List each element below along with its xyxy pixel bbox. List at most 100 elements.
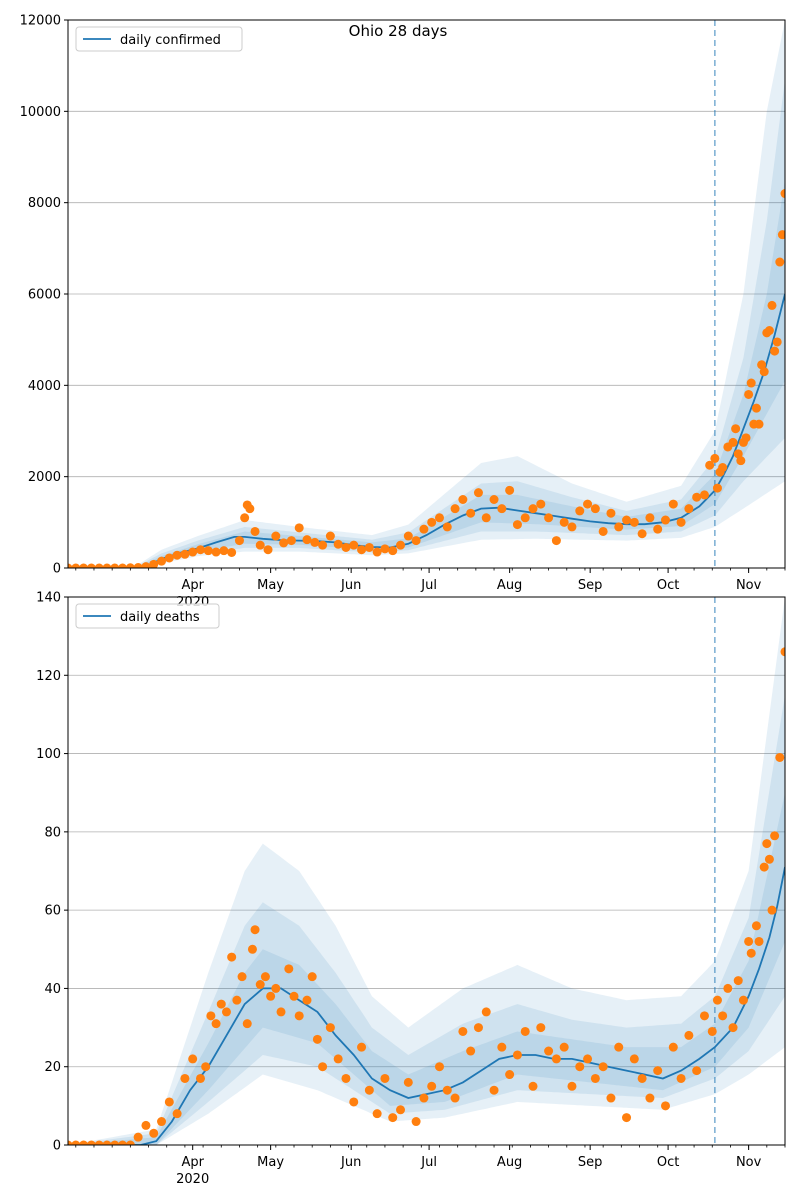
observed-point [149,1128,159,1138]
observed-point [237,972,247,982]
observed-point [157,1117,167,1127]
observed-point [110,1140,120,1145]
observed-point [731,424,741,434]
observed-point [520,1026,530,1036]
observed-point [221,1007,231,1017]
observed-point [195,545,205,555]
x-tick-label: Apr [181,1155,204,1170]
x-tick-sublabel: 2020 [176,1172,209,1187]
observed-point [434,1062,444,1072]
observed-point [279,538,289,548]
x-tick-label: Nov [736,578,762,593]
observed-point [746,948,756,958]
observed-point [505,485,515,495]
observed-point [497,1042,507,1052]
observed-point [718,463,728,473]
legend-box [75,603,220,629]
observed-point [733,976,743,986]
observed-point [770,346,780,356]
uncertainty-band-3 [68,792,785,1145]
legend-label: daily deaths [120,610,200,625]
observed-point [728,1023,738,1033]
y-tick-label: 40 [44,982,61,997]
observed-point [255,980,265,990]
x-tick-label: Jun [340,578,361,593]
observed-point [497,504,507,514]
x-tick-label: Jun [340,1155,361,1170]
observed-point [86,563,96,568]
observed-point [699,1011,709,1021]
observed-point [707,1026,717,1036]
x-tick-label: Sep [578,1155,603,1170]
observed-point [302,535,312,545]
observed-point [450,1093,460,1103]
observed-point [211,1019,221,1029]
x-tick-label: Oct [657,578,679,593]
observed-point [598,526,608,536]
observed-point [211,547,221,557]
legend-box [75,26,243,52]
y-tick-label: 8000 [28,196,61,211]
observed-point [427,517,437,527]
observed-point [762,839,772,849]
observed-point [396,540,406,550]
observed-point [94,563,104,568]
observed-point [245,504,255,514]
y-tick-label: 60 [44,904,61,919]
observed-point [738,995,748,1005]
x-tick-label: Jul [420,578,437,593]
observed-point [341,1073,351,1083]
observed-point [622,1113,632,1123]
observed-point [645,1093,655,1103]
observed-point [767,905,777,915]
y-tick-label: 10000 [20,105,61,120]
observed-point [559,517,569,527]
observed-point [232,995,242,1005]
observed-point [110,563,120,568]
observed-point [341,542,351,552]
observed-point [775,752,785,762]
observed-point [71,1140,81,1145]
observed-point [188,547,198,557]
observed-point [450,504,460,514]
observed-point [396,1105,406,1115]
observed-point [263,545,273,555]
observed-point [505,1070,515,1080]
observed-point [473,1023,483,1033]
observed-point [403,1077,413,1087]
observed-point [427,1081,437,1091]
observed-point [141,562,151,568]
observed-point [590,504,600,514]
observed-point [544,1046,554,1056]
observed-point [333,539,343,549]
observed-point [559,1042,569,1052]
y-tick-label: 2000 [28,470,61,485]
observed-point [551,1054,561,1064]
observed-point [380,1073,390,1083]
observed-point [68,1140,73,1145]
x-tick-label: Aug [497,578,522,593]
observed-point [710,453,720,463]
observed-point [754,936,764,946]
observed-point [583,499,593,509]
observed-point [590,1073,600,1083]
observed-point [676,517,686,527]
observed-point [661,1101,670,1111]
observed-point [754,419,764,429]
observed-point [188,1054,198,1064]
y-tick-label: 0 [53,1139,61,1154]
observed-point [349,540,359,550]
observed-point [567,522,577,532]
observed-point [271,983,281,993]
observed-point [284,964,294,974]
y-tick-label: 80 [44,825,61,840]
observed-point [751,921,761,931]
observed-point [653,1066,663,1076]
y-tick-label: 140 [36,591,61,606]
observed-point [528,504,538,514]
observed-point [466,508,476,518]
observed-point [536,499,546,509]
observed-point [606,1093,616,1103]
observed-point [349,1097,359,1107]
